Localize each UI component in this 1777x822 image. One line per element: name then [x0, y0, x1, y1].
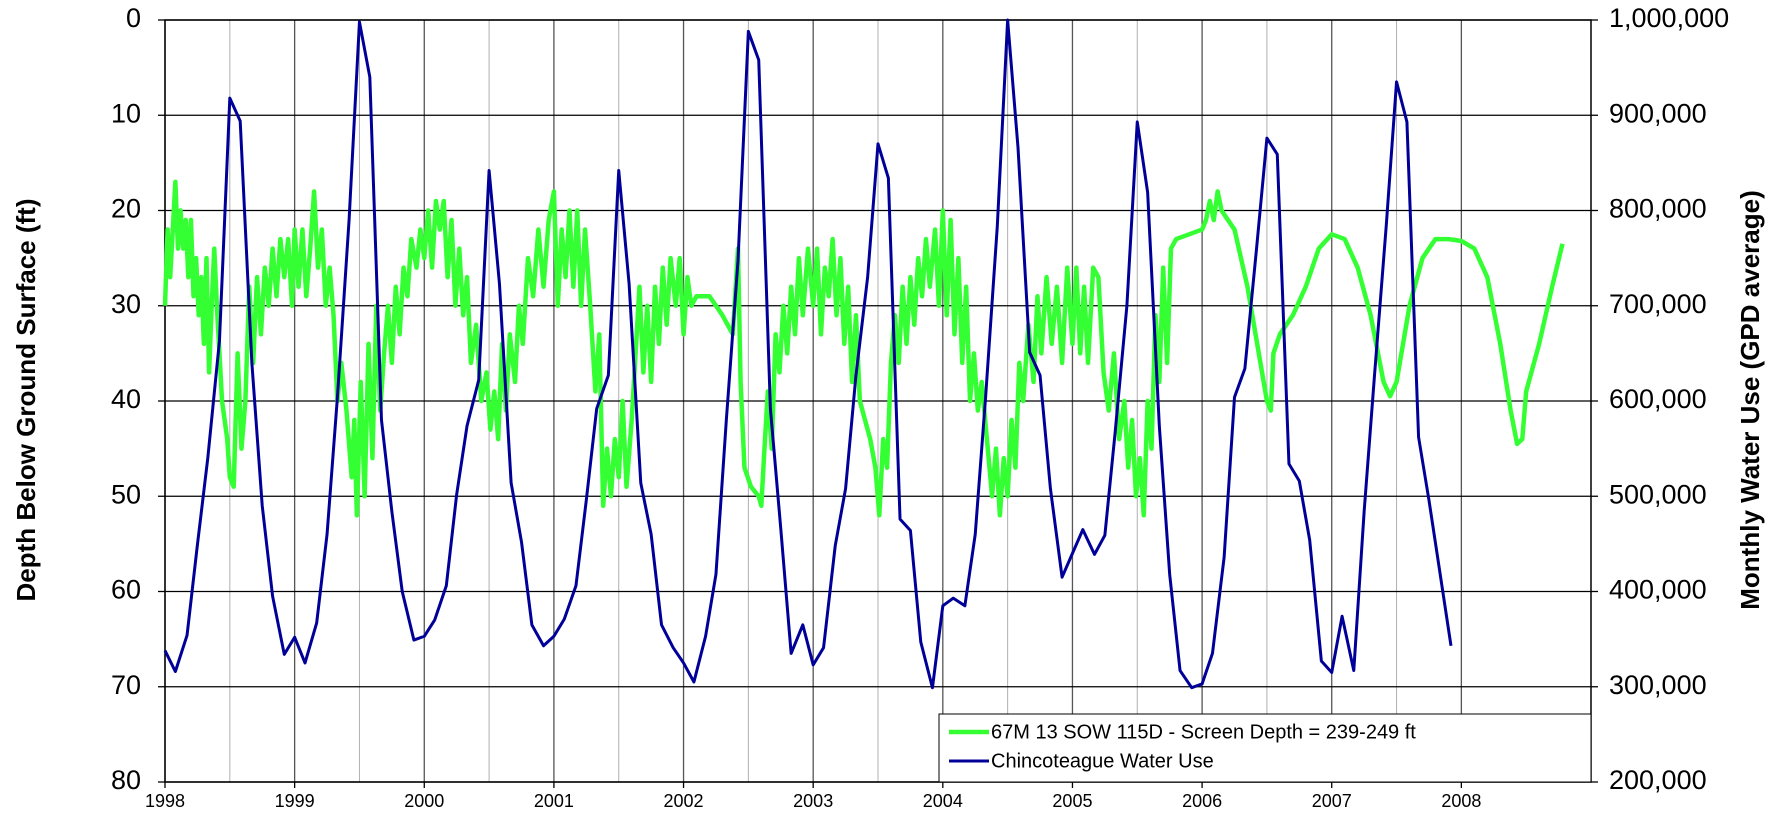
- data-line: [162, 179, 1565, 518]
- y2-tick-label: 300,000: [1609, 670, 1707, 700]
- y2-axis-title: Monthly Water Use (GPD average): [1735, 190, 1765, 609]
- y2-tick-label: 600,000: [1609, 384, 1707, 414]
- x-tick-label: 2006: [1182, 791, 1222, 811]
- y-tick-label: 30: [111, 289, 141, 319]
- legend-label: Chincoteague Water Use: [991, 750, 1214, 772]
- y-tick-label: 60: [111, 575, 141, 605]
- y2-tick-label: 500,000: [1609, 479, 1707, 509]
- x-tick-label: 2003: [793, 791, 833, 811]
- y2-tick-label: 200,000: [1609, 765, 1707, 795]
- y-tick-label: 10: [111, 98, 141, 128]
- y-axis-title: Depth Below Ground Surface (ft): [11, 199, 41, 602]
- y-tick-label: 50: [111, 479, 141, 509]
- y-tick-label: 80: [111, 765, 141, 795]
- x-tick-label: 1998: [145, 791, 185, 811]
- y-tick-label: 40: [111, 384, 141, 414]
- x-tick-label: 2001: [534, 791, 574, 811]
- legend-label: 67M 13 SOW 115D - Screen Depth = 239-249…: [991, 721, 1416, 743]
- x-tick-label: 2007: [1312, 791, 1352, 811]
- y-tick-label: 70: [111, 670, 141, 700]
- y2-tick-label: 400,000: [1609, 575, 1707, 605]
- x-tick-label: 1999: [275, 791, 315, 811]
- x-tick-label: 2004: [923, 791, 963, 811]
- data-line: [163, 18, 1453, 690]
- y-tick-label: 0: [126, 3, 141, 33]
- y2-tick-label: 700,000: [1609, 289, 1707, 319]
- y2-tick-label: 1,000,000: [1609, 3, 1729, 33]
- y2-tick-label: 900,000: [1609, 98, 1707, 128]
- x-tick-label: 2000: [404, 791, 444, 811]
- legend-box: [938, 713, 1592, 783]
- y-tick-label: 20: [111, 194, 141, 224]
- legend: 67M 13 SOW 115D - Screen Depth = 239-249…: [938, 713, 1592, 783]
- x-tick-label: 2008: [1441, 791, 1481, 811]
- plot-frame: [164, 19, 1592, 783]
- x-tick-label: 2002: [664, 791, 704, 811]
- x-tick-label: 2005: [1052, 791, 1092, 811]
- y2-tick-label: 800,000: [1609, 194, 1707, 224]
